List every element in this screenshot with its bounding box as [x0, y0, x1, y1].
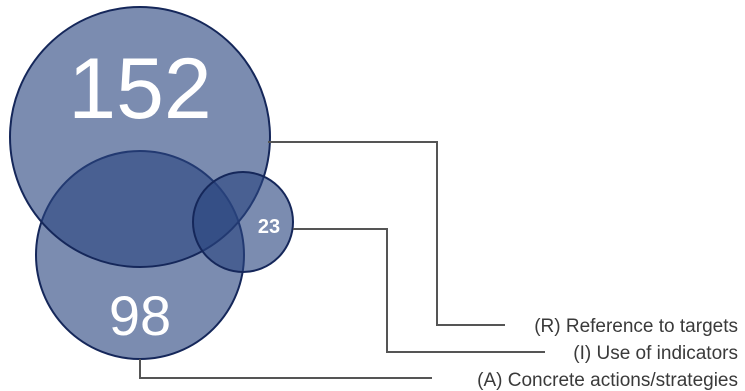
label-concrete-actions: (A) Concrete actions/strategies: [477, 370, 738, 391]
count-concrete-actions: 98: [109, 284, 171, 347]
leader-line-actions: [139, 359, 432, 379]
label-reference-to-targets: (R) Reference to targets: [534, 316, 738, 337]
leader-line-indicators: [293, 228, 545, 353]
leader-line-reference: [268, 141, 505, 326]
circle-use-of-indicators: [192, 171, 294, 273]
label-use-of-indicators: (I) Use of indicators: [573, 343, 738, 364]
count-use-of-indicators: 23: [258, 216, 280, 238]
count-reference-to-targets: 152: [68, 41, 212, 137]
